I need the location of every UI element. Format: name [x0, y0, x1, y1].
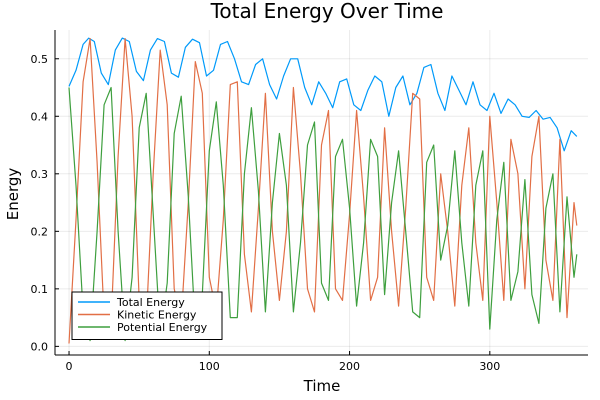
x-tick-label: 100 — [199, 360, 220, 373]
y-tick-label: 0.2 — [31, 225, 49, 238]
series-group — [68, 37, 578, 344]
chart-title: Total Energy Over Time — [210, 0, 444, 23]
axes: 0 100 200 300 0.0 0.1 0.2 0.3 0.4 0.5 — [31, 30, 588, 373]
y-tick-label: 0.4 — [31, 110, 49, 123]
legend-box — [71, 291, 223, 340]
y-axis-label: Energy — [4, 168, 22, 221]
kinetic-energy-line — [68, 37, 578, 344]
legend-label: Kinetic Energy — [117, 309, 197, 322]
x-axis-label: Time — [303, 377, 341, 395]
x-tick-label: 200 — [339, 360, 360, 373]
legend-label: Total Energy — [116, 296, 185, 309]
x-tick-label: 0 — [66, 360, 73, 373]
total-energy-line — [68, 37, 578, 152]
y-tick-label: 0.1 — [31, 283, 49, 296]
x-tick-label: 300 — [479, 360, 500, 373]
potential-energy-line — [68, 86, 578, 342]
legend-label: Potential Energy — [117, 321, 208, 334]
y-tick-label: 0.0 — [31, 340, 49, 353]
y-tick-label: 0.5 — [31, 53, 49, 66]
y-tick-label: 0.3 — [31, 168, 49, 181]
